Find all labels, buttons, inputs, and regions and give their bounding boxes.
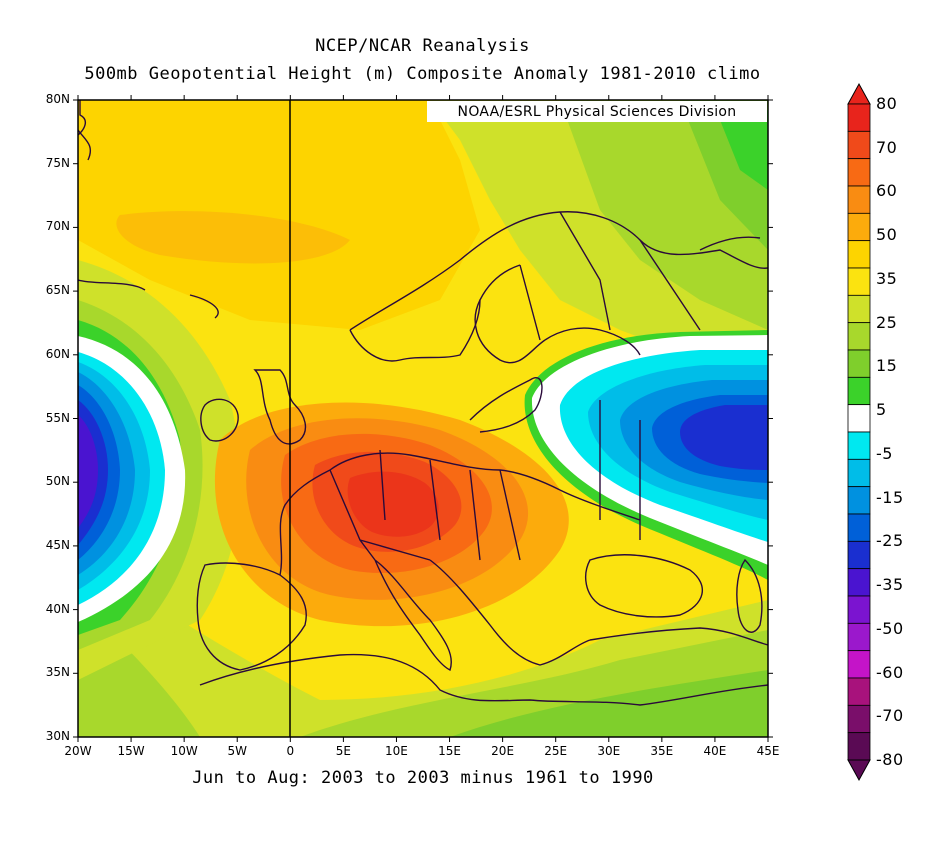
lat-label: 75N: [45, 155, 70, 170]
colorbar-swatch: [847, 704, 871, 734]
time-range-label: Jun to Aug: 2003 to 2003 minus 1961 to 1…: [192, 768, 654, 788]
lon-label: 0: [286, 744, 295, 758]
lat-label: 35N: [45, 665, 70, 680]
lon-label: 35E: [650, 744, 674, 758]
lat-label: 40N: [45, 601, 70, 616]
colorbar: [847, 82, 871, 782]
lat-label: 45N: [45, 537, 70, 552]
lat-label: 65N: [45, 283, 70, 298]
colorbar-swatch: [847, 540, 871, 570]
credit-label: NOAA/ESRL Physical Sciences Division: [427, 101, 767, 122]
colorbar-label: 50: [876, 225, 898, 245]
colorbar-label: 80: [876, 94, 898, 113]
colorbar-label: 60: [876, 181, 898, 201]
coastlines: [78, 100, 768, 706]
colorbar-label: -80: [876, 750, 904, 769]
colorbar-bottom-arrow: [847, 759, 871, 782]
colorbar-swatch: [847, 158, 871, 187]
lon-label: 15W: [117, 744, 145, 758]
colorbar-swatch: [847, 322, 871, 351]
colorbar-swatch: [847, 732, 871, 761]
colorbar-swatch: [847, 185, 871, 214]
colorbar-label: 15: [876, 356, 898, 376]
lon-label: 10E: [385, 744, 408, 758]
colorbar-swatch: [847, 431, 871, 460]
axis-ticks: [73, 95, 773, 742]
colorbar-swatch: [847, 294, 871, 324]
colorbar-top-arrow: [847, 82, 871, 105]
colorbar-label: -5: [876, 443, 893, 463]
colorbar-label: -25: [876, 531, 904, 551]
lon-label: 40E: [703, 744, 727, 758]
lon-label: 30E: [597, 744, 621, 758]
colorbar-swatch: [847, 130, 871, 160]
lat-label: 55N: [45, 410, 70, 425]
colorbar-label: -15: [876, 487, 904, 507]
colorbar-swatch: [847, 650, 871, 679]
anomaly-field: [78, 100, 768, 737]
lon-label: 20E: [491, 744, 515, 758]
lat-label: 60N: [45, 346, 70, 361]
colorbar-swatch: [847, 595, 871, 624]
colorbar-swatch: [847, 267, 871, 296]
colorbar-swatch: [847, 513, 871, 542]
lat-label: 70N: [45, 219, 70, 234]
colorbar-label: 25: [876, 312, 898, 332]
colorbar-label: -70: [876, 706, 904, 726]
colorbar-swatch: [847, 677, 871, 706]
colorbar-swatch: [847, 622, 871, 652]
colorbar-swatch: [847, 240, 871, 269]
colorbar-swatch: [847, 458, 871, 488]
chart-subtitle: 500mb Geopotential Height (m) Composite …: [84, 64, 761, 84]
colorbar-label: -60: [876, 662, 904, 682]
colorbar-label: 5: [876, 400, 887, 420]
lat-label: 80N: [45, 92, 70, 106]
lon-label: 25E: [544, 744, 568, 758]
lon-label: 45E: [756, 744, 780, 758]
lat-label: 50N: [45, 474, 70, 489]
colorbar-swatch: [847, 349, 871, 378]
colorbar-swatch: [847, 376, 871, 406]
colorbar-swatch: [847, 404, 871, 433]
lon-label: 10W: [170, 744, 198, 758]
colorbar-swatch: [847, 212, 871, 242]
chart-title: NCEP/NCAR Reanalysis: [315, 36, 530, 56]
lon-label: 5E: [335, 744, 351, 758]
colorbar-swatch: [847, 486, 871, 515]
colorbar-swatch: [847, 103, 871, 132]
colorbar-label: -35: [876, 575, 904, 595]
colorbar-label: 35: [876, 268, 898, 288]
colorbar-swatch: [847, 568, 871, 597]
lon-label: 20W: [64, 744, 92, 758]
colorbar-label: 70: [876, 137, 898, 157]
lon-label: 15E: [438, 744, 461, 758]
lat-label: 30N: [45, 729, 70, 743]
colorbar-label: -50: [876, 618, 904, 638]
lon-label: 5W: [227, 744, 247, 758]
